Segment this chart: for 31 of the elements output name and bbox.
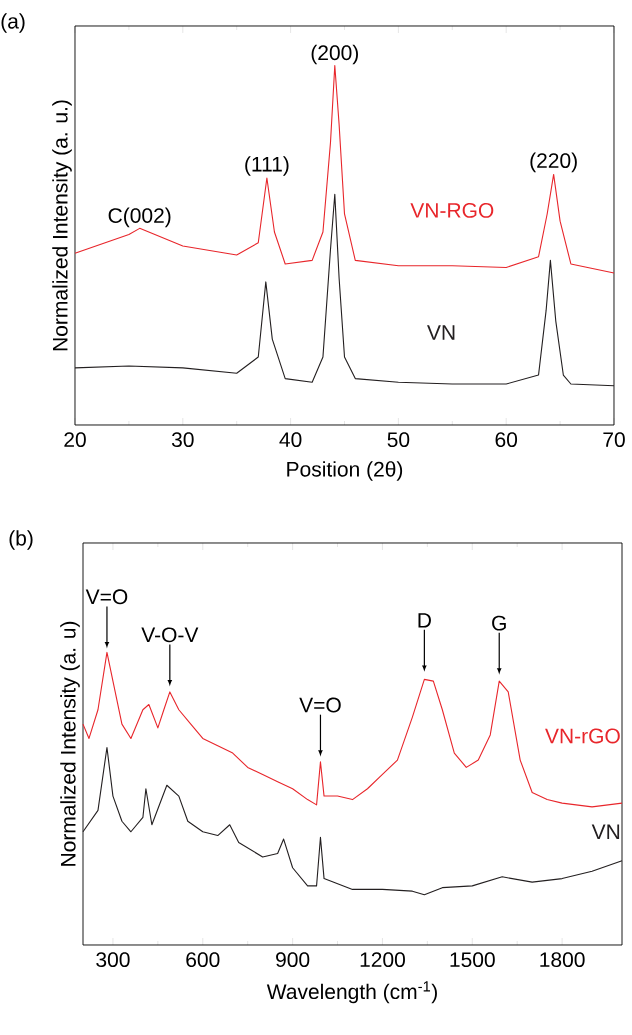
x-tick-label: 40 [279,432,302,448]
x-tick-label: 20 [64,432,86,448]
y-axis-title: Normalized Intensity (a. u) [60,621,80,866]
text: (a) [1,13,25,33]
x-tick-label: 50 [387,432,410,448]
annotation: G [492,615,506,631]
text: VN [427,325,455,340]
annotation: (220) [530,152,577,173]
x-axis-title: Position (2θ) [287,461,403,481]
x-axis-title: Wavelength (cm$^{-1}$) [266,981,437,1004]
x-tick-label: 1800 [540,952,585,968]
text: (b) [9,530,33,550]
x-tick-label: 60 [495,432,518,448]
annotation: (200) [311,44,358,65]
x-tick-label: 30 [171,432,194,448]
y-axis-title: Normalized Intensity (a. u.) [52,100,72,351]
annotation: V=O [299,697,341,713]
x-tick-label: 300 [96,952,130,968]
series-label: VN [591,824,620,840]
x-tick-label: 70 [603,432,625,448]
x-tick-label: 600 [186,952,220,968]
series-label: VN-rGO [545,728,620,744]
annotation: V=O [85,589,128,605]
x-tick-label: 1200 [360,952,405,968]
annotation: V-O-V [141,627,199,643]
x-tick-label: 1500 [450,952,495,968]
annotation: C(002) [108,207,171,228]
annotation: (111) [245,156,289,176]
x-tick-label: 900 [276,952,310,968]
text: VN-RGO [410,202,494,218]
annotation: D [418,613,431,628]
